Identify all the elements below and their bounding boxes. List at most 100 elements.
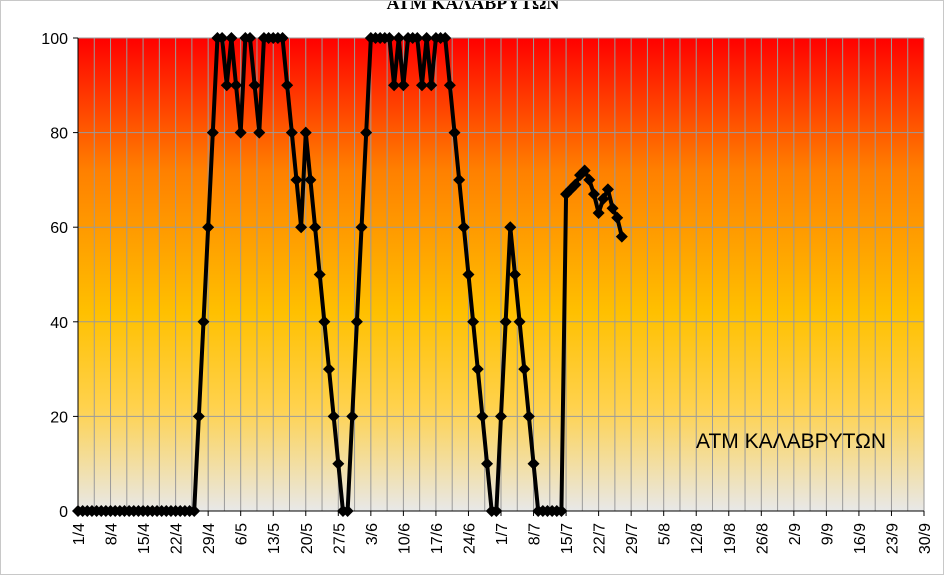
x-tick-label: 23/9 bbox=[884, 523, 901, 554]
gridlines bbox=[77, 37, 925, 512]
data-point-marker bbox=[397, 79, 410, 92]
x-tick-label: 22/4 bbox=[169, 523, 186, 554]
x-tick-label: 15/4 bbox=[136, 523, 153, 554]
x-tick-label: 9/9 bbox=[819, 523, 836, 545]
data-point-marker bbox=[578, 164, 591, 177]
x-tick-label: 29/7 bbox=[624, 523, 641, 554]
data-point-marker bbox=[206, 126, 219, 139]
data-point-marker bbox=[490, 505, 503, 517]
data-point-marker bbox=[453, 173, 466, 186]
data-point-marker bbox=[495, 410, 507, 423]
data-point-marker bbox=[462, 268, 475, 281]
data-point-marker bbox=[202, 221, 215, 234]
y-tick-label: 20 bbox=[50, 409, 68, 426]
data-point-marker bbox=[341, 505, 354, 517]
x-tick-label: 8/4 bbox=[104, 523, 121, 545]
x-tick-label: 1/4 bbox=[71, 523, 88, 545]
data-point-marker bbox=[234, 126, 247, 139]
y-tick-label: 80 bbox=[50, 126, 68, 143]
data-point-marker bbox=[276, 32, 289, 44]
x-tick-label: 22/7 bbox=[592, 523, 609, 554]
data-point-marker bbox=[313, 268, 326, 281]
x-tick-label: 26/8 bbox=[754, 523, 771, 554]
data-point-marker bbox=[355, 221, 368, 234]
data-point-marker bbox=[295, 221, 308, 234]
data-point-marker bbox=[587, 188, 600, 201]
x-tick-label: 2/9 bbox=[787, 523, 804, 545]
chart-annotation: ΑΤΜ ΚΑΛΑΒΡΥΤΩΝ bbox=[696, 430, 886, 453]
data-point-marker bbox=[611, 211, 624, 224]
data-point-marker bbox=[323, 363, 336, 376]
data-point-marker bbox=[508, 268, 521, 281]
data-point-marker bbox=[615, 230, 628, 243]
data-point-marker bbox=[411, 32, 424, 44]
data-point-marker bbox=[504, 221, 517, 234]
y-tick-label: 0 bbox=[59, 504, 68, 521]
x-tick-label: 19/8 bbox=[722, 523, 739, 554]
data-point-marker bbox=[327, 410, 340, 423]
data-point-marker bbox=[318, 315, 331, 328]
x-tick-label: 27/5 bbox=[331, 523, 348, 554]
data-point-marker bbox=[597, 192, 610, 205]
x-axis: 1/4 8/4 15/4 22/4 29/4 6/5 13/5 20/5 27/5 3/6 10/6… bbox=[71, 510, 934, 554]
data-point-marker bbox=[299, 126, 312, 139]
data-point-marker bbox=[471, 363, 484, 376]
x-tick-label: 16/9 bbox=[852, 523, 869, 554]
data-point-marker bbox=[220, 79, 233, 92]
data-point-marker bbox=[448, 126, 461, 139]
data-point-marker bbox=[392, 32, 405, 44]
data-point-marker bbox=[527, 457, 540, 470]
data-point-marker bbox=[513, 315, 526, 328]
data-point-marker bbox=[281, 79, 294, 92]
data-point-marker bbox=[188, 505, 201, 517]
x-tick-label: 12/8 bbox=[689, 523, 706, 554]
data-point-marker bbox=[583, 173, 596, 186]
data-point-marker bbox=[197, 315, 210, 328]
data-point-marker bbox=[592, 207, 605, 220]
x-tick-label: 13/5 bbox=[266, 523, 283, 554]
x-tick-label: 3/6 bbox=[364, 523, 381, 545]
data-point-marker bbox=[350, 315, 363, 328]
y-tick-label: 40 bbox=[50, 315, 68, 332]
data-point-marker bbox=[467, 315, 480, 328]
x-tick-label: 30/9 bbox=[917, 523, 934, 554]
data-point-marker bbox=[225, 32, 238, 44]
x-tick-label: 20/5 bbox=[299, 523, 316, 554]
data-point-marker bbox=[420, 32, 433, 44]
x-tick-label: 29/4 bbox=[201, 523, 218, 554]
chart-title: ΑΤΜ ΚΑΛΑΒΡΥΤΩΝ bbox=[387, 1, 560, 13]
data-point-marker bbox=[248, 79, 261, 92]
data-point-marker bbox=[332, 457, 345, 470]
data-point-marker bbox=[216, 32, 229, 44]
x-tick-label: 6/5 bbox=[234, 523, 251, 545]
data-point-marker bbox=[555, 505, 568, 517]
data-point-marker bbox=[243, 32, 256, 44]
x-tick-label: 17/6 bbox=[429, 523, 446, 554]
x-tick-label: 1/7 bbox=[494, 523, 511, 545]
data-point-marker bbox=[309, 221, 322, 234]
data-point-marker bbox=[457, 221, 470, 234]
data-point-marker bbox=[383, 32, 396, 44]
x-tick-label: 8/7 bbox=[527, 523, 544, 545]
data-point-marker bbox=[346, 410, 359, 423]
data-point-marker bbox=[522, 410, 535, 423]
data-point-marker bbox=[499, 315, 512, 328]
data-point-marker bbox=[388, 79, 401, 92]
data-point-marker bbox=[569, 178, 582, 191]
data-point-marker bbox=[481, 457, 494, 470]
data-point-marker bbox=[443, 79, 456, 92]
data-point-marker bbox=[285, 126, 298, 139]
data-point-marker bbox=[439, 32, 452, 44]
data-point-marker bbox=[360, 126, 373, 139]
series-layer bbox=[72, 32, 628, 517]
x-tick-label: 10/6 bbox=[396, 523, 413, 554]
data-point-marker bbox=[304, 173, 317, 186]
data-point-marker bbox=[192, 410, 205, 423]
data-point-marker bbox=[290, 173, 303, 186]
x-tick-label: 24/6 bbox=[461, 523, 478, 554]
data-point-marker bbox=[476, 410, 489, 423]
data-point-marker bbox=[425, 79, 438, 92]
data-point-marker bbox=[230, 79, 243, 92]
